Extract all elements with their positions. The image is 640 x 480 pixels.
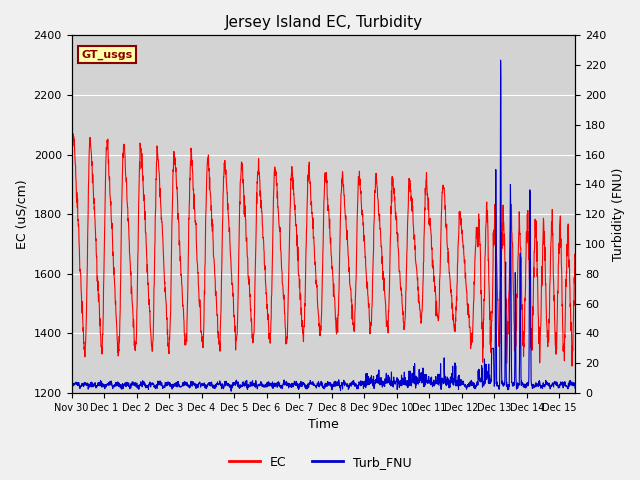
Text: GT_usgs: GT_usgs xyxy=(82,49,133,60)
Legend: EC, Turb_FNU: EC, Turb_FNU xyxy=(223,451,417,474)
Y-axis label: EC (uS/cm): EC (uS/cm) xyxy=(15,180,28,249)
X-axis label: Time: Time xyxy=(308,419,339,432)
Y-axis label: Turbidity (FNU): Turbidity (FNU) xyxy=(612,168,625,261)
Title: Jersey Island EC, Turbidity: Jersey Island EC, Turbidity xyxy=(225,15,422,30)
